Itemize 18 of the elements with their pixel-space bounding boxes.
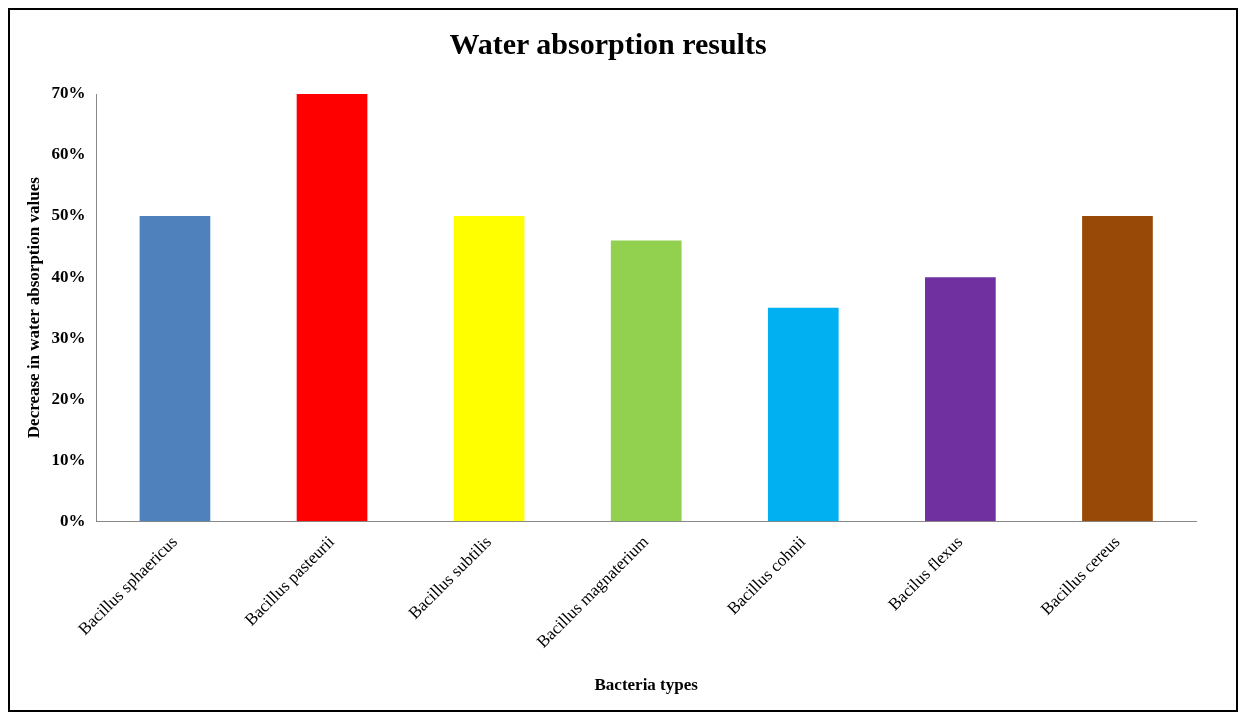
bar <box>1082 216 1153 522</box>
x-axis-title: Bacteria types <box>594 675 699 695</box>
y-tick-label: 40% <box>51 266 86 286</box>
y-tick-label: 20% <box>51 388 86 408</box>
bar <box>453 216 525 522</box>
y-tick-label: 70% <box>51 83 86 103</box>
y-tick-label: 60% <box>51 144 86 164</box>
y-tick-label: 0% <box>59 510 86 530</box>
y-axis-title: Decrease in water absorption values <box>23 176 43 439</box>
bar <box>296 94 368 522</box>
chart-title: Water absorption results <box>449 26 767 60</box>
y-tick-label: 30% <box>51 327 86 347</box>
y-tick-label: 50% <box>51 205 86 225</box>
bar <box>925 277 996 522</box>
y-tick-label: 10% <box>51 449 86 469</box>
bar <box>139 216 211 522</box>
bar <box>610 240 682 522</box>
bar <box>767 307 839 522</box>
